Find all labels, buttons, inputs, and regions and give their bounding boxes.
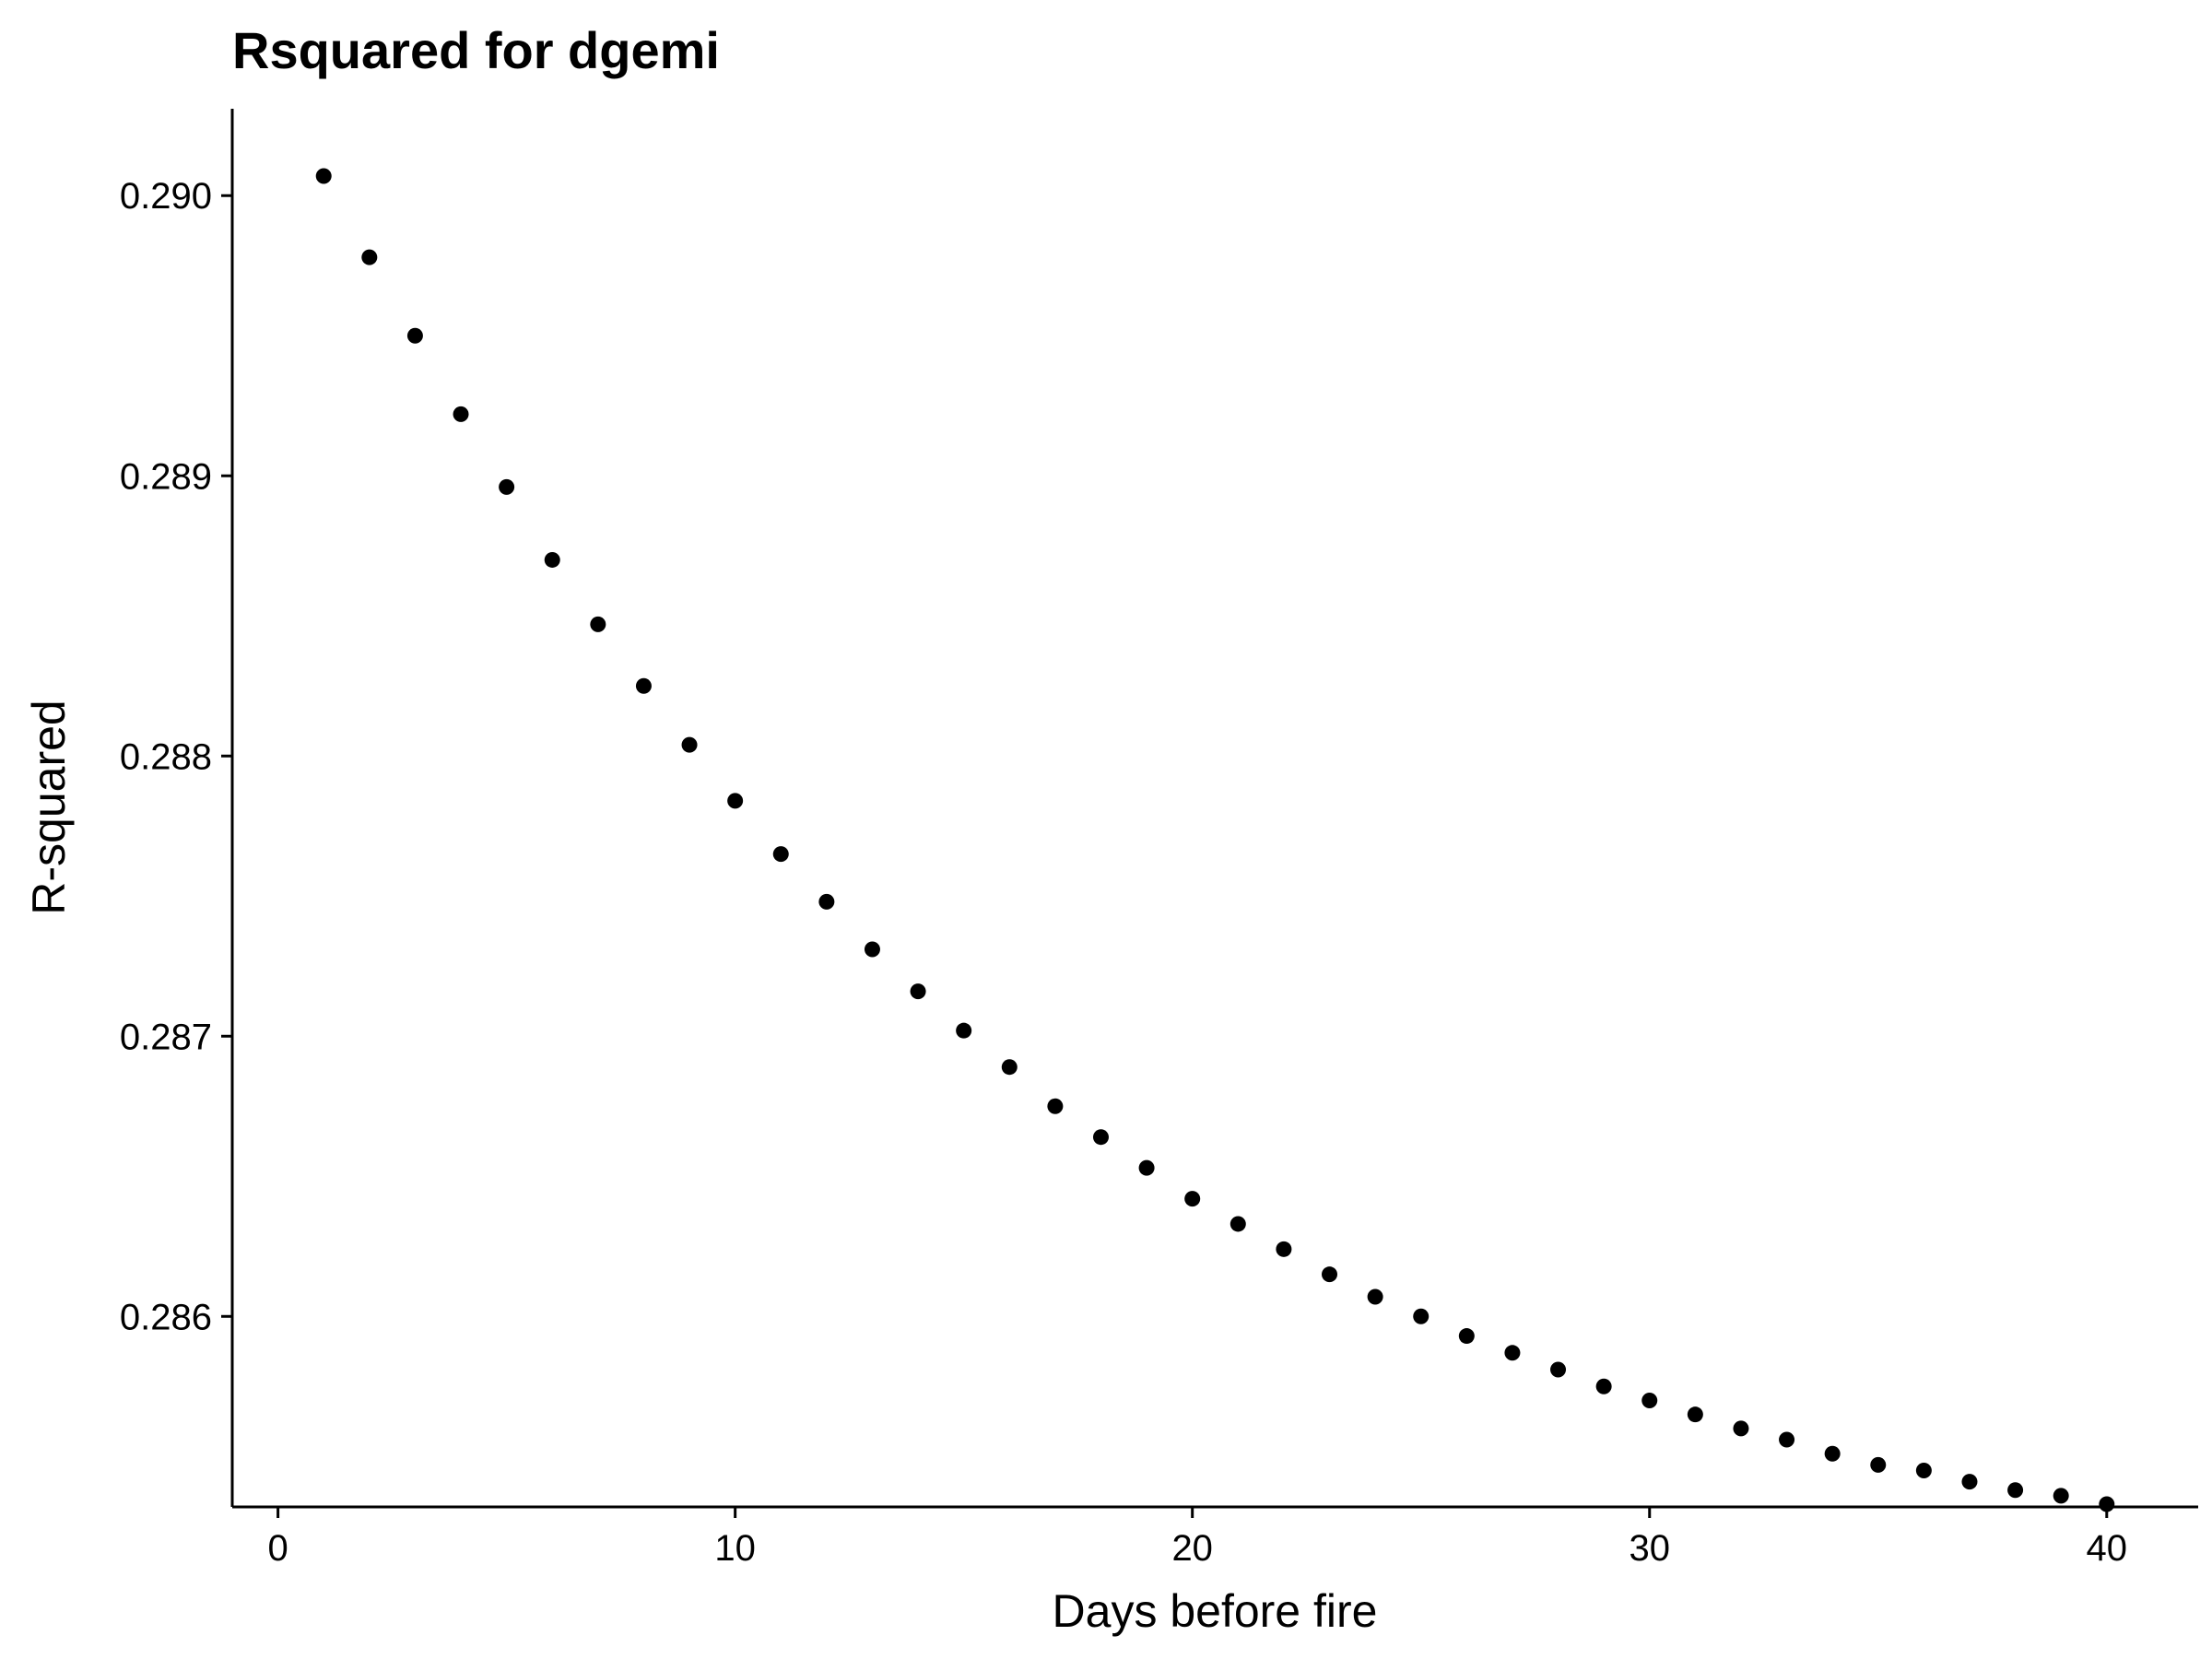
data-point [1504,1345,1521,1361]
data-point [681,736,698,753]
data-point [1961,1474,1978,1490]
data-point [1322,1266,1338,1283]
y-axis-title: R-squared [23,700,75,914]
data-point [406,327,423,344]
data-point [1230,1216,1246,1232]
data-point [1001,1059,1018,1076]
data-point [315,168,332,184]
data-point [499,478,515,495]
data-point [1687,1406,1703,1423]
x-tick-label: 30 [1629,1528,1670,1569]
data-point [1870,1456,1887,1473]
data-point [2007,1482,2024,1499]
x-ticks: 0 10 20 30 40 [267,1507,2127,1569]
data-point [1458,1328,1475,1345]
data-point [590,616,606,632]
data-point [727,793,744,809]
data-point [1550,1361,1567,1378]
data-point [2053,1488,2069,1504]
data-point [1595,1378,1612,1394]
x-tick-label: 0 [267,1528,288,1569]
points-layer [315,168,2115,1512]
data-point [1367,1288,1383,1305]
x-tick-label: 10 [714,1528,756,1569]
data-point [864,941,880,958]
y-tick-label: 0.290 [120,176,212,217]
data-point [1138,1159,1155,1176]
y-ticks: 0.286 0.287 0.288 0.289 0.290 [120,176,232,1337]
y-tick-label: 0.288 [120,736,212,777]
data-point [635,677,652,694]
x-tick-label: 40 [2087,1528,2128,1569]
data-point [1824,1445,1841,1462]
data-point [544,551,560,568]
data-point [956,1022,972,1039]
data-point [1779,1431,1795,1448]
chart-title: Rsquared for dgemi [232,21,720,79]
y-tick-label: 0.286 [120,1297,212,1337]
data-point [1276,1241,1292,1257]
data-point [1184,1191,1201,1207]
data-point [1915,1462,1932,1478]
data-point [910,983,926,1000]
x-tick-label: 20 [1171,1528,1213,1569]
data-point [361,249,378,265]
data-point [818,893,835,910]
data-point [772,846,789,863]
y-tick-label: 0.287 [120,1017,212,1057]
data-point [453,406,469,422]
x-axis-title: Days before fire [1053,1585,1378,1637]
data-point [1047,1098,1064,1114]
y-tick-label: 0.289 [120,456,212,497]
data-point [1641,1392,1658,1408]
data-point [1733,1420,1749,1437]
data-point [1092,1129,1109,1146]
data-point [1413,1308,1430,1324]
